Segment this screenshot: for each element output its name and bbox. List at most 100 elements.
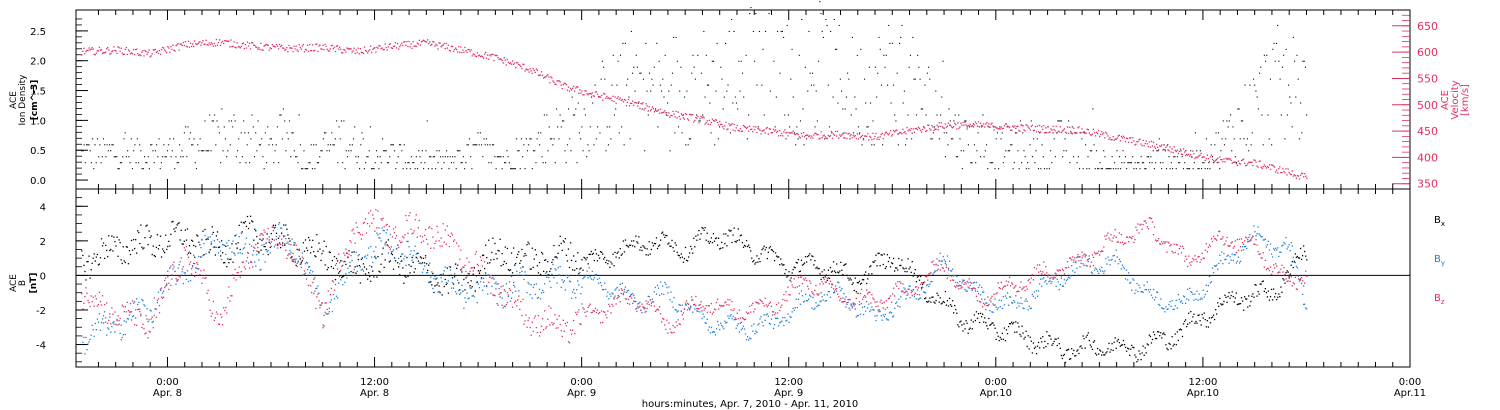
b-point bbox=[776, 317, 779, 320]
b-point bbox=[208, 251, 210, 254]
velocity-point bbox=[875, 132, 877, 135]
b-point bbox=[1143, 284, 1145, 286]
density-point bbox=[333, 144, 335, 146]
b-point bbox=[136, 324, 138, 326]
b-point bbox=[479, 281, 482, 283]
b-point bbox=[1198, 293, 1200, 295]
b-point bbox=[364, 218, 367, 220]
b-point bbox=[1022, 332, 1024, 334]
velocity-point bbox=[920, 131, 923, 133]
velocity-point bbox=[571, 87, 574, 89]
density-point bbox=[726, 90, 728, 92]
b-point bbox=[1214, 309, 1217, 311]
b-point bbox=[1101, 266, 1103, 269]
density-point bbox=[143, 156, 146, 158]
density-point bbox=[371, 168, 373, 170]
b-point bbox=[1197, 314, 1199, 317]
b-point bbox=[489, 275, 491, 277]
velocity-point bbox=[1131, 141, 1133, 144]
b-point bbox=[271, 238, 273, 240]
velocity-point bbox=[531, 72, 533, 75]
velocity-point bbox=[744, 126, 747, 129]
b-point bbox=[264, 261, 266, 263]
density-point bbox=[572, 114, 574, 116]
density-point bbox=[208, 150, 210, 152]
b-point bbox=[863, 306, 866, 308]
b-point bbox=[829, 266, 832, 269]
b-point bbox=[101, 295, 104, 297]
b-point bbox=[791, 272, 793, 274]
b-point bbox=[255, 265, 257, 267]
density-point bbox=[804, 66, 806, 68]
b-point bbox=[828, 277, 831, 280]
velocity-point bbox=[717, 124, 720, 126]
b-point bbox=[1221, 251, 1223, 253]
b-point bbox=[926, 284, 928, 287]
b-point bbox=[1191, 320, 1193, 323]
velocity-point bbox=[937, 129, 939, 131]
b-point bbox=[371, 222, 373, 224]
b-point bbox=[419, 262, 422, 264]
velocity-point bbox=[161, 46, 164, 49]
b-point bbox=[681, 304, 684, 306]
velocity-point bbox=[1135, 143, 1137, 145]
density-point bbox=[174, 168, 176, 170]
b-point bbox=[355, 222, 357, 224]
b-point bbox=[1103, 354, 1105, 356]
b-point bbox=[132, 238, 135, 241]
b-point bbox=[662, 285, 664, 287]
density-point bbox=[792, 96, 794, 98]
density-point bbox=[245, 162, 247, 164]
b-point bbox=[410, 265, 412, 267]
velocity-point bbox=[1140, 143, 1142, 145]
density-point bbox=[1215, 132, 1217, 134]
velocity-point bbox=[608, 97, 610, 99]
velocity-point bbox=[1104, 137, 1106, 139]
b-point bbox=[343, 275, 345, 277]
velocity-point bbox=[922, 125, 925, 128]
density-point bbox=[168, 144, 170, 146]
velocity-point bbox=[928, 124, 930, 126]
velocity-point bbox=[1262, 166, 1264, 168]
density-point bbox=[280, 114, 282, 116]
b-point bbox=[179, 239, 181, 241]
b-point bbox=[365, 268, 368, 270]
b-point bbox=[94, 322, 96, 325]
velocity-point bbox=[331, 44, 334, 47]
density-point bbox=[209, 114, 211, 116]
density-point bbox=[582, 150, 584, 152]
density-point bbox=[1023, 150, 1025, 152]
b-point bbox=[1093, 269, 1096, 271]
velocity-point bbox=[895, 129, 897, 132]
b-point bbox=[292, 252, 294, 255]
density-point bbox=[409, 168, 411, 170]
velocity-point bbox=[488, 58, 490, 61]
b-point bbox=[867, 278, 869, 280]
b-point bbox=[113, 321, 115, 323]
b-point bbox=[162, 250, 165, 252]
velocity-point bbox=[299, 46, 301, 49]
b-ylabel-l1: ACE bbox=[9, 274, 19, 292]
b-point bbox=[1043, 277, 1045, 279]
b-point bbox=[501, 297, 503, 299]
b-point bbox=[394, 260, 397, 262]
b-point bbox=[335, 257, 338, 260]
b-point bbox=[716, 244, 719, 246]
density-point bbox=[1035, 150, 1037, 152]
b-point bbox=[1085, 336, 1087, 338]
density-point bbox=[953, 120, 955, 122]
b-point bbox=[152, 327, 154, 329]
velocity-point bbox=[519, 64, 521, 66]
b-point bbox=[90, 295, 92, 297]
b-point bbox=[1028, 305, 1030, 307]
b-point bbox=[145, 332, 147, 334]
velocity-point bbox=[828, 135, 831, 138]
b-point bbox=[552, 263, 554, 266]
velocity-point bbox=[479, 55, 482, 58]
density-point bbox=[102, 138, 105, 140]
density-tick-label: 1.5 bbox=[30, 87, 46, 98]
b-point bbox=[1204, 318, 1206, 321]
b-point bbox=[1254, 231, 1256, 233]
b-point bbox=[1276, 249, 1278, 251]
b-point bbox=[552, 259, 554, 261]
